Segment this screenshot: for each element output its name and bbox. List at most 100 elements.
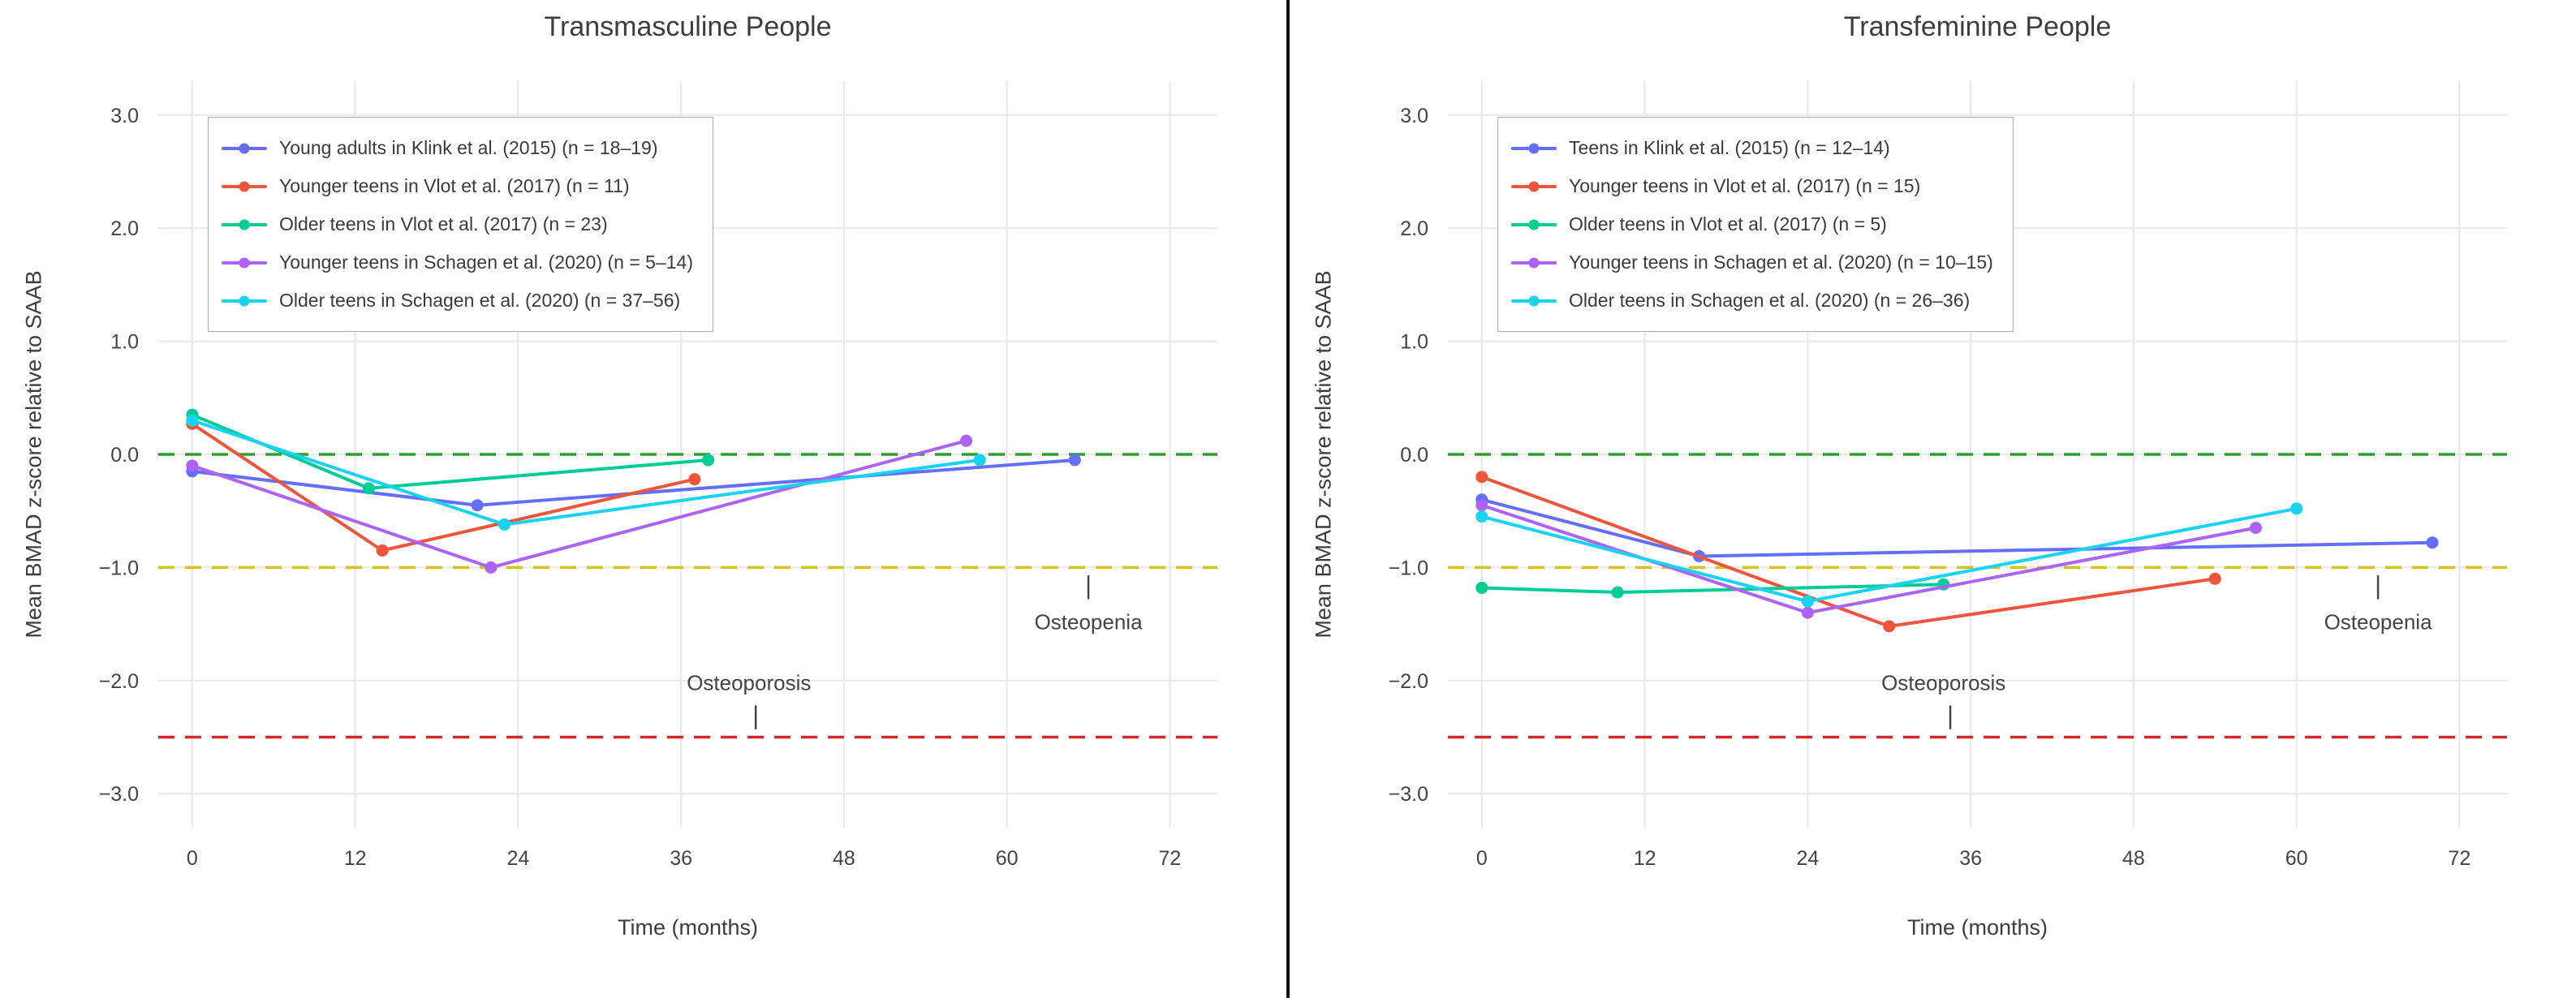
legend-item[interactable]: Older teens in Vlot et al. (2017) (n = 5… <box>1511 205 1993 243</box>
chart-title-transfeminine: Transfeminine People <box>1843 11 2112 42</box>
y-tick-label: −2.0 <box>99 670 139 693</box>
legend-item[interactable]: Teens in Klink et al. (2015) (n = 12–14) <box>1511 129 1993 167</box>
legend-item[interactable]: Younger teens in Vlot et al. (2017) (n =… <box>222 167 693 205</box>
y-tick-label: 0.0 <box>1400 444 1428 467</box>
x-axis-title: Time (months) <box>1906 915 2048 940</box>
data-point <box>1475 471 1488 484</box>
legend-item[interactable]: Younger teens in Schagen et al. (2020) (… <box>222 243 693 282</box>
x-tick-label: 0 <box>187 847 198 870</box>
data-point <box>2208 572 2221 585</box>
data-point <box>471 499 484 512</box>
data-point <box>959 434 972 447</box>
x-tick-label: 60 <box>996 847 1019 870</box>
legend-item-label: Younger teens in Vlot et al. (2017) (n =… <box>279 175 630 196</box>
y-tick-label: 2.0 <box>110 217 139 240</box>
series-line <box>190 419 982 527</box>
legend-line-sample <box>222 143 267 153</box>
data-point <box>362 482 375 495</box>
data-point <box>376 544 389 557</box>
data-point <box>186 414 199 427</box>
legend-item-label: Older teens in Vlot et al. (2017) (n = 2… <box>279 213 608 234</box>
annotation-osteoporosis: Osteoporosis <box>687 671 811 695</box>
legend-line-sample <box>222 181 267 191</box>
legend-marker-dot <box>1528 257 1540 268</box>
series-line <box>190 422 696 553</box>
data-point <box>1475 499 1488 512</box>
legend-line-sample <box>1511 143 1557 153</box>
data-point <box>973 454 986 467</box>
legend-item[interactable]: Older teens in Schagen et al. (2020) (n … <box>1511 282 1993 320</box>
x-tick-label: 12 <box>1634 847 1656 870</box>
data-point <box>1611 586 1624 599</box>
data-point <box>498 518 511 531</box>
data-point <box>1801 595 1814 608</box>
data-point <box>2290 502 2303 515</box>
y-tick-label: −3.0 <box>1389 783 1428 806</box>
data-point <box>2249 522 2262 535</box>
data-point <box>1801 606 1814 619</box>
panel-divider <box>1286 0 1290 998</box>
series-line <box>1480 503 2258 615</box>
legend-line-sample <box>1511 181 1557 191</box>
x-tick-labels: 0 12 24 36 48 60 72 <box>1476 847 2470 870</box>
y-tick-label: 1.0 <box>110 331 139 354</box>
legend-item[interactable]: Younger teens in Schagen et al. (2020) (… <box>1511 243 1993 282</box>
x-tick-labels: 0 12 24 36 48 60 72 <box>187 847 1181 870</box>
legend-marker-dot <box>239 219 250 230</box>
legend-marker-dot <box>239 181 250 191</box>
chart-title-transmasculine: Transmasculine People <box>544 11 832 42</box>
legend-item[interactable]: Older teens in Schagen et al. (2020) (n … <box>222 282 693 320</box>
legend-item-label: Older teens in Vlot et al. (2017) (n = 5… <box>1569 213 1887 234</box>
data-point <box>2426 536 2439 549</box>
legend-item-label: Older teens in Schagen et al. (2020) (n … <box>279 290 681 311</box>
legend-line-sample <box>222 295 267 306</box>
legend-marker-dot <box>1528 295 1540 306</box>
x-tick-label: 72 <box>2449 847 2471 870</box>
y-tick-labels: 3.0 2.0 1.0 0.0 −1.0 −2.0 −3.0 <box>99 105 139 806</box>
data-point <box>1883 620 1896 633</box>
x-tick-label: 72 <box>1159 847 1182 870</box>
y-tick-label: −3.0 <box>99 783 139 806</box>
legend-marker-dot <box>1528 143 1540 153</box>
x-tick-label: 36 <box>670 847 692 870</box>
legend-item-label: Teens in Klink et al. (2015) (n = 12–14) <box>1569 137 1890 158</box>
y-tick-label: 3.0 <box>110 105 139 127</box>
data-point <box>1475 581 1488 594</box>
legend-line-sample <box>222 257 267 268</box>
legend-item-label: Young adults in Klink et al. (2015) (n =… <box>279 137 658 158</box>
data-point <box>1068 454 1081 467</box>
x-tick-label: 48 <box>2122 847 2145 870</box>
legend-transfeminine: Teens in Klink et al. (2015) (n = 12–14)… <box>1497 117 2014 332</box>
legend-line-sample <box>1511 295 1557 306</box>
x-tick-label: 0 <box>1476 847 1488 870</box>
y-tick-label: −2.0 <box>1389 670 1428 693</box>
legend-line-sample <box>222 219 267 230</box>
x-tick-label: 12 <box>344 847 367 870</box>
legend-marker-dot <box>1528 219 1540 230</box>
series-4 <box>1475 502 2303 608</box>
data-point <box>1475 510 1488 523</box>
x-tick-label: 24 <box>506 847 529 870</box>
annotation-osteopenia: Osteopenia <box>1035 609 1144 634</box>
legend-marker-dot <box>239 295 250 306</box>
legend-marker-dot <box>239 143 250 153</box>
legend-item[interactable]: Younger teens in Vlot et al. (2017) (n =… <box>1511 167 1993 205</box>
chart-panel-transfeminine: Transfeminine People Mean BMAD z-score r… <box>1290 0 2576 998</box>
legend-item-label: Younger teens in Vlot et al. (2017) (n =… <box>1569 175 1921 196</box>
data-point <box>702 454 715 467</box>
legend-item[interactable]: Young adults in Klink et al. (2015) (n =… <box>222 129 693 167</box>
y-tick-label: 0.0 <box>110 444 139 467</box>
y-tick-labels: 3.0 2.0 1.0 0.0 −1.0 −2.0 −3.0 <box>1389 105 1428 806</box>
y-tick-label: −1.0 <box>99 557 139 579</box>
x-tick-label: 24 <box>1796 847 1819 870</box>
y-tick-label: 1.0 <box>1400 331 1428 354</box>
legend-line-sample <box>1511 257 1557 268</box>
legend-item-label: Younger teens in Schagen et al. (2020) (… <box>279 252 693 273</box>
legend-transmasculine: Young adults in Klink et al. (2015) (n =… <box>208 117 713 332</box>
legend-item[interactable]: Older teens in Vlot et al. (2017) (n = 2… <box>222 205 693 243</box>
legend-marker-dot <box>239 257 250 268</box>
data-point <box>186 459 199 472</box>
chart-panel-transmasculine: Transmasculine People Mean BMAD z-score … <box>0 0 1286 998</box>
series-1 <box>186 417 701 557</box>
